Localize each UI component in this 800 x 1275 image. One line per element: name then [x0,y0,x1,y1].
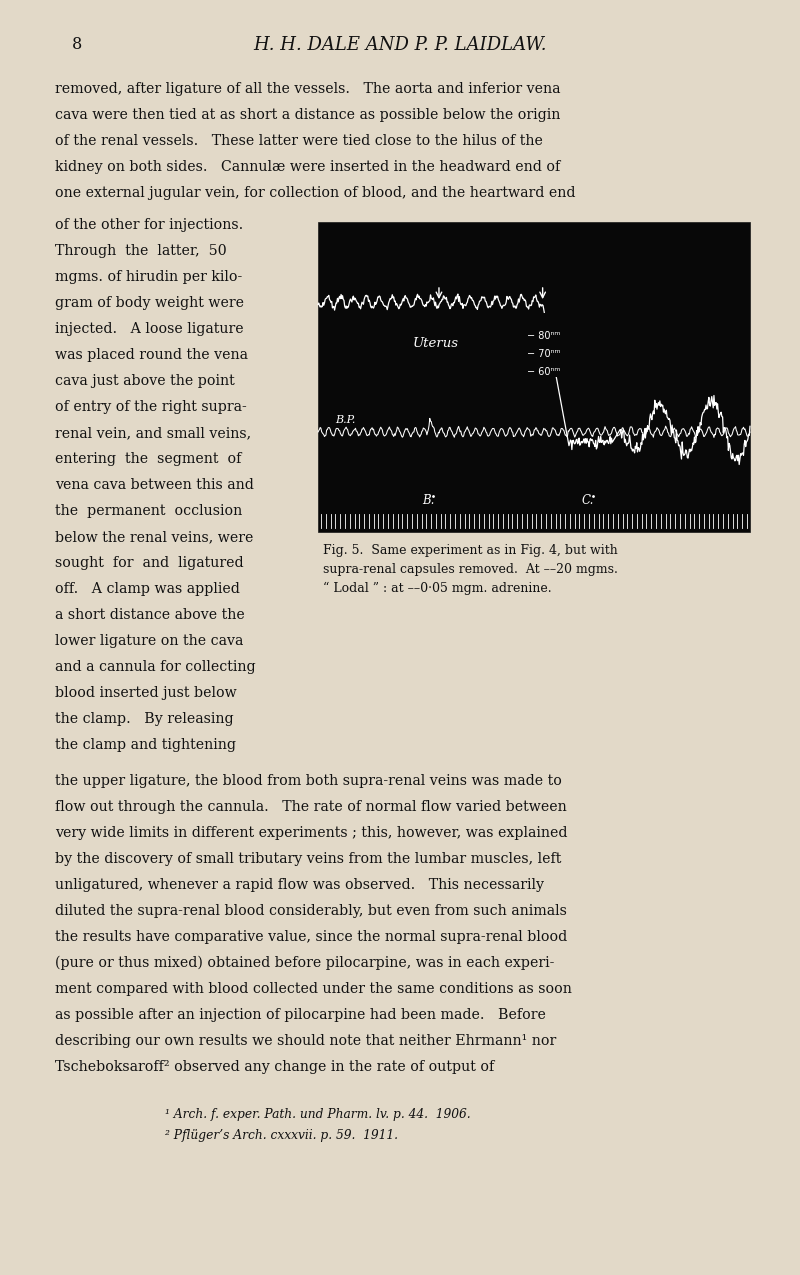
Text: very wide limits in different experiments ; this, however, was explained: very wide limits in different experiment… [55,826,567,840]
Text: sought  for  and  ligatured: sought for and ligatured [55,556,244,570]
Text: lower ligature on the cava: lower ligature on the cava [55,634,243,648]
Text: vena cava between this and: vena cava between this and [55,478,254,492]
Text: the upper ligature, the blood from both supra-renal veins was made to: the upper ligature, the blood from both … [55,774,562,788]
Text: of entry of the right supra-: of entry of the right supra- [55,400,246,414]
Text: blood inserted just below: blood inserted just below [55,686,237,700]
Text: − 70ⁿᵐ: − 70ⁿᵐ [527,349,561,360]
Text: B.P.: B.P. [335,414,356,425]
Text: cava just above the point: cava just above the point [55,374,234,388]
Text: ment compared with blood collected under the same conditions as soon: ment compared with blood collected under… [55,982,572,996]
Text: below the renal veins, were: below the renal veins, were [55,530,254,544]
Text: unligatured, whenever a rapid flow was observed.   This necessarily: unligatured, whenever a rapid flow was o… [55,878,544,892]
Text: and a cannula for collecting: and a cannula for collecting [55,660,256,674]
Text: describing our own results we should note that neither Ehrmann¹ nor: describing our own results we should not… [55,1034,556,1048]
Text: renal vein, and small veins,: renal vein, and small veins, [55,426,251,440]
Text: B.: B. [422,493,434,507]
Bar [318,222,750,532]
Text: mgms. of hirudin per kilo-: mgms. of hirudin per kilo- [55,270,242,284]
Text: was placed round the vena: was placed round the vena [55,348,248,362]
Text: Fig. 5.  Same experiment as in Fig. 4, but with: Fig. 5. Same experiment as in Fig. 4, bu… [323,544,618,557]
Text: − 80ⁿᵐ: − 80ⁿᵐ [527,332,561,340]
Text: of the other for injections.: of the other for injections. [55,218,243,232]
Text: off.   A clamp was applied: off. A clamp was applied [55,581,240,595]
Text: ¹ Arch. f. exper. Path. und Pharm. lv. p. 44.  1906.: ¹ Arch. f. exper. Path. und Pharm. lv. p… [165,1108,470,1121]
Text: the  permanent  occlusion: the permanent occlusion [55,504,242,518]
Text: entering  the  segment  of: entering the segment of [55,453,242,465]
Text: one external jugular vein, for collection of blood, and the heartward end: one external jugular vein, for collectio… [55,186,575,200]
Text: ² Pflüger’s Arch. cxxxvii. p. 59.  1911.: ² Pflüger’s Arch. cxxxvii. p. 59. 1911. [165,1128,398,1142]
Text: the clamp.   By releasing: the clamp. By releasing [55,711,234,725]
Text: the results have comparative value, since the normal supra-renal blood: the results have comparative value, sinc… [55,929,567,944]
Text: “ Lodal ” : at ––0·05 mgm. adrenine.: “ Lodal ” : at ––0·05 mgm. adrenine. [323,581,552,595]
Bar [523,312,608,377]
Text: H. H. DALE AND P. P. LAIDLAW.: H. H. DALE AND P. P. LAIDLAW. [254,36,546,54]
Text: Uterus: Uterus [413,337,459,351]
Text: gram of body weight were: gram of body weight were [55,296,244,310]
Text: − 60ⁿᵐ: − 60ⁿᵐ [527,367,561,377]
Text: flow out through the cannula.   The rate of normal flow varied between: flow out through the cannula. The rate o… [55,799,566,813]
Text: injected.   A loose ligature: injected. A loose ligature [55,323,244,337]
Text: supra-renal capsules removed.  At ––20 mgms.: supra-renal capsules removed. At ––20 mg… [323,564,618,576]
Text: by the discovery of small tributary veins from the lumbar muscles, left: by the discovery of small tributary vein… [55,852,562,866]
Text: 8: 8 [72,36,82,54]
Text: diluted the supra-renal blood considerably, but even from such animals: diluted the supra-renal blood considerab… [55,904,567,918]
Text: a short distance above the: a short distance above the [55,608,245,622]
Text: of the renal vessels.   These latter were tied close to the hilus of the: of the renal vessels. These latter were … [55,134,543,148]
Text: as possible after an injection of pilocarpine had been made.   Before: as possible after an injection of piloca… [55,1009,546,1023]
Text: the clamp and tightening: the clamp and tightening [55,738,236,752]
Text: Tscheboksaroff² observed any change in the rate of output of: Tscheboksaroff² observed any change in t… [55,1060,494,1074]
Text: (pure or thus mixed) obtained before pilocarpine, was in each experi-: (pure or thus mixed) obtained before pil… [55,956,554,970]
Text: Through  the  latter,  50: Through the latter, 50 [55,244,226,258]
Text: removed, after ligature of all the vessels.   The aorta and inferior vena: removed, after ligature of all the vesse… [55,82,561,96]
Text: kidney on both sides.   Cannulæ were inserted in the headward end of: kidney on both sides. Cannulæ were inser… [55,159,560,173]
Text: C.: C. [582,493,594,507]
Text: cava were then tied at as short a distance as possible below the origin: cava were then tied at as short a distan… [55,108,560,122]
